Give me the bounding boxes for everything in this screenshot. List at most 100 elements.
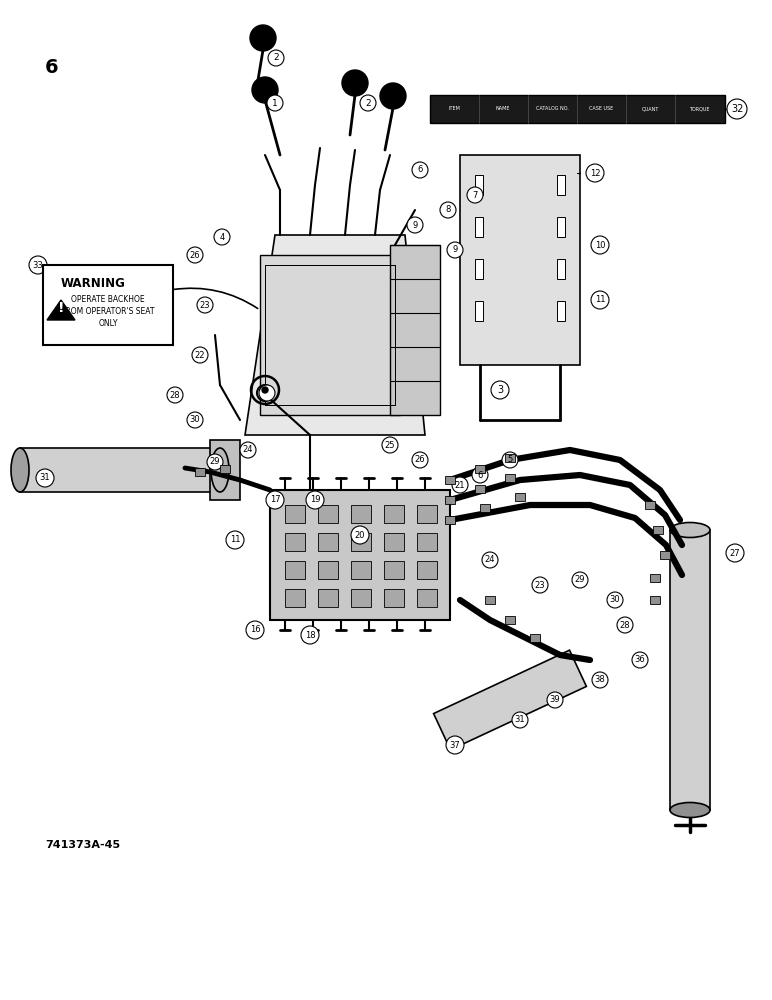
- Circle shape: [586, 164, 604, 182]
- Text: 38: 38: [594, 676, 605, 684]
- Bar: [351, 533, 371, 551]
- Text: 6: 6: [477, 471, 482, 480]
- Circle shape: [214, 229, 230, 245]
- Text: 4: 4: [219, 232, 225, 241]
- Circle shape: [512, 712, 528, 728]
- Bar: [285, 589, 305, 607]
- Bar: [557, 217, 565, 237]
- Bar: [480, 504, 490, 512]
- Text: 6: 6: [45, 58, 59, 77]
- Circle shape: [502, 452, 518, 468]
- Text: 21: 21: [455, 481, 466, 489]
- Text: 16: 16: [249, 626, 260, 635]
- Bar: [318, 561, 338, 579]
- Text: 7: 7: [472, 190, 478, 200]
- Bar: [285, 561, 305, 579]
- Bar: [445, 476, 455, 484]
- Text: NAME: NAME: [496, 106, 510, 111]
- Bar: [390, 245, 440, 415]
- Circle shape: [306, 491, 324, 509]
- Text: 26: 26: [415, 456, 425, 464]
- Circle shape: [452, 477, 468, 493]
- Text: 19: 19: [310, 495, 320, 504]
- Circle shape: [187, 412, 203, 428]
- Circle shape: [29, 256, 47, 274]
- Text: 28: 28: [620, 620, 630, 630]
- Circle shape: [572, 572, 588, 588]
- Bar: [318, 589, 338, 607]
- Circle shape: [259, 385, 275, 401]
- Text: 17: 17: [269, 495, 280, 504]
- Text: 2: 2: [273, 53, 279, 62]
- Bar: [384, 505, 404, 523]
- Text: 11: 11: [594, 296, 605, 304]
- Circle shape: [250, 25, 276, 51]
- Bar: [43, 265, 173, 345]
- Circle shape: [192, 347, 208, 363]
- Ellipse shape: [670, 522, 710, 538]
- Circle shape: [267, 95, 283, 111]
- Text: 33: 33: [32, 260, 43, 269]
- Text: 36: 36: [635, 656, 645, 664]
- Ellipse shape: [670, 802, 710, 818]
- Text: 1: 1: [272, 99, 278, 107]
- Text: 31: 31: [515, 716, 525, 724]
- Text: 29: 29: [574, 576, 585, 584]
- Circle shape: [412, 452, 428, 468]
- Circle shape: [727, 99, 747, 119]
- Text: 18: 18: [305, 631, 315, 640]
- Circle shape: [207, 454, 223, 470]
- Circle shape: [301, 626, 319, 644]
- Bar: [557, 301, 565, 321]
- Circle shape: [447, 242, 463, 258]
- Bar: [460, 155, 580, 365]
- Text: 23: 23: [200, 300, 210, 310]
- Circle shape: [246, 621, 264, 639]
- Circle shape: [197, 297, 213, 313]
- Ellipse shape: [211, 448, 229, 492]
- Bar: [270, 490, 450, 620]
- Bar: [285, 505, 305, 523]
- Bar: [475, 217, 483, 237]
- Bar: [417, 561, 437, 579]
- Bar: [384, 561, 404, 579]
- Circle shape: [532, 577, 548, 593]
- Text: CASE USE: CASE USE: [589, 106, 613, 111]
- Bar: [434, 650, 587, 750]
- Bar: [475, 485, 485, 493]
- Circle shape: [268, 50, 284, 66]
- Text: 29: 29: [210, 458, 220, 466]
- Bar: [505, 454, 515, 462]
- Circle shape: [547, 692, 563, 708]
- Text: 37: 37: [449, 740, 460, 750]
- Text: CATALOG NO.: CATALOG NO.: [536, 106, 568, 111]
- Bar: [430, 95, 725, 123]
- Bar: [515, 493, 525, 501]
- Bar: [417, 533, 437, 551]
- Circle shape: [187, 247, 203, 263]
- Bar: [505, 474, 515, 482]
- Bar: [384, 589, 404, 607]
- Circle shape: [467, 187, 483, 203]
- Text: 27: 27: [730, 548, 740, 558]
- Bar: [265, 265, 395, 405]
- Text: 32: 32: [731, 104, 743, 114]
- Text: 2: 2: [365, 99, 371, 107]
- Circle shape: [446, 736, 464, 754]
- Circle shape: [351, 526, 369, 544]
- Bar: [260, 255, 400, 415]
- Bar: [485, 596, 495, 604]
- Text: 11: 11: [230, 536, 240, 544]
- Text: WARNING: WARNING: [60, 277, 125, 290]
- Circle shape: [380, 83, 406, 109]
- Text: 26: 26: [190, 250, 200, 259]
- Ellipse shape: [11, 448, 29, 492]
- Circle shape: [167, 387, 183, 403]
- Text: 30: 30: [610, 595, 621, 604]
- Circle shape: [342, 70, 368, 96]
- Text: 3: 3: [497, 385, 503, 395]
- Text: 25: 25: [384, 440, 395, 450]
- Text: 20: 20: [355, 530, 365, 540]
- Text: ONLY: ONLY: [98, 319, 118, 328]
- Circle shape: [726, 544, 744, 562]
